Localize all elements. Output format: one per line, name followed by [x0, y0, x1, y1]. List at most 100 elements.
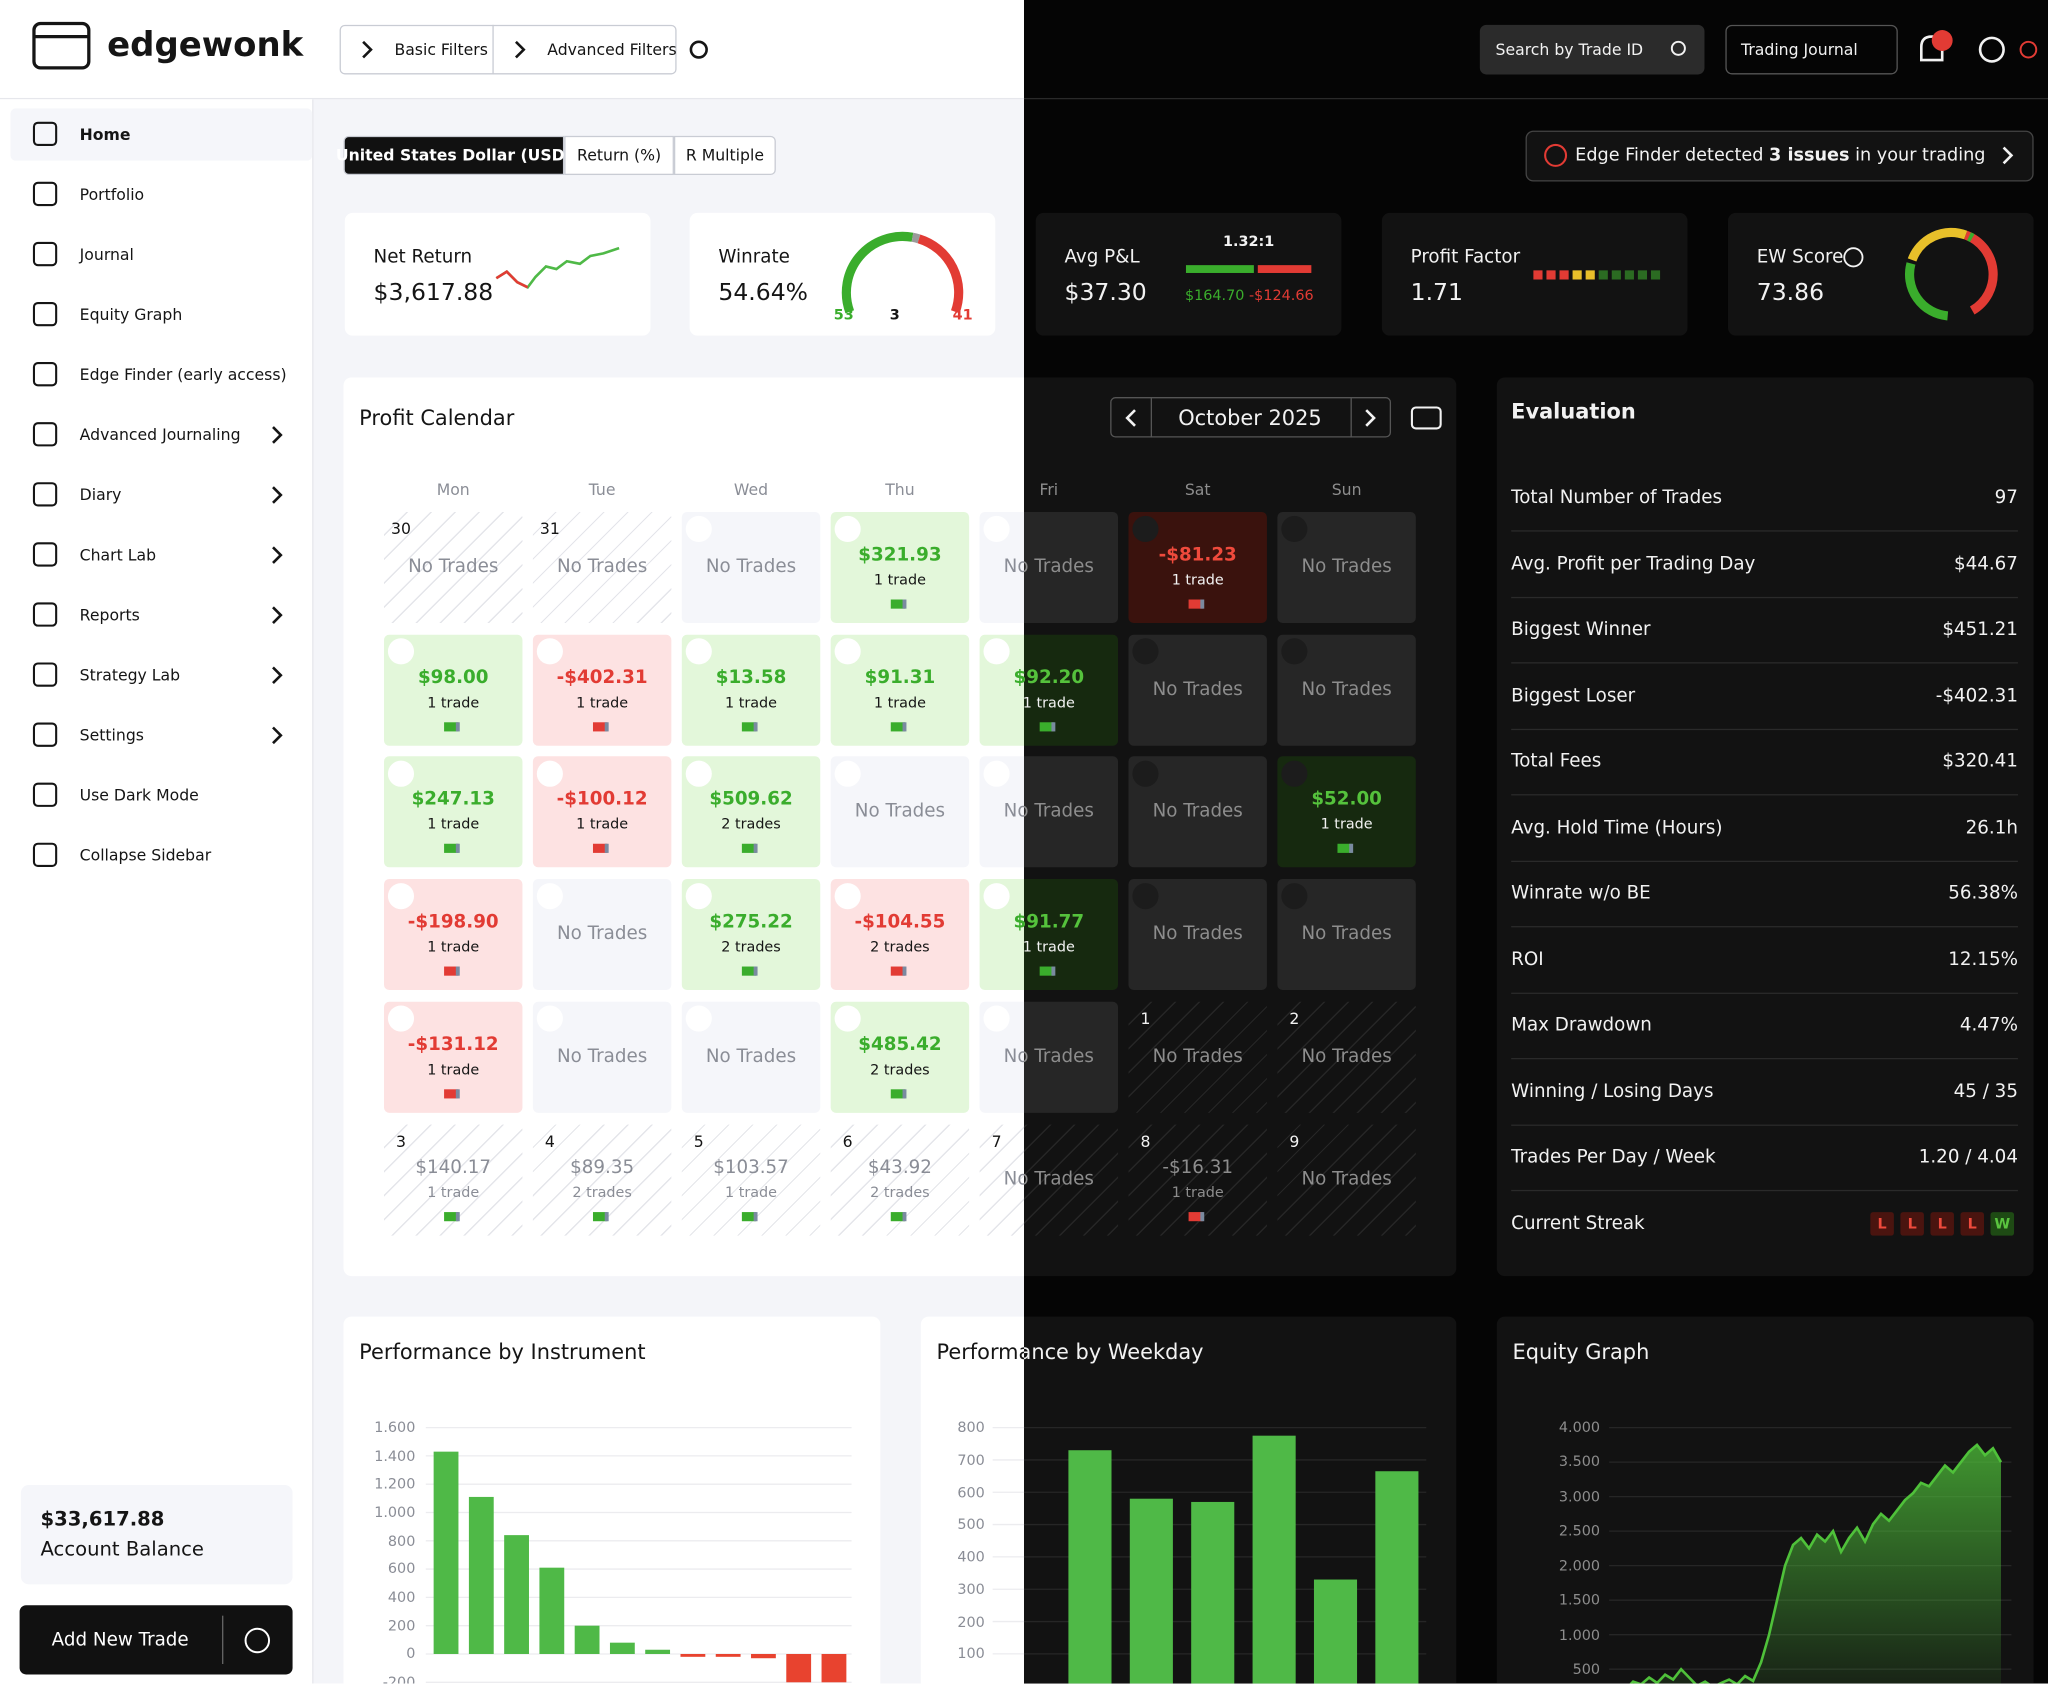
calendar-day[interactable]	[979, 1123, 1024, 1235]
day-number: 31	[539, 519, 560, 539]
no-trades: No Trades	[1152, 801, 1243, 823]
trade-indicator-tail	[1051, 721, 1056, 732]
filter[interactable]: Advanced Filters	[547, 40, 677, 59]
text: in your trading	[1855, 144, 1986, 166]
trade-indicator	[741, 1211, 757, 1221]
nav-item[interactable]: Equity Graph	[79, 305, 183, 324]
streak-item: L	[1937, 1214, 1947, 1232]
nav-item[interactable]: Home	[79, 125, 131, 144]
pf-indicator	[1533, 270, 1543, 280]
day-number: 2	[1289, 1009, 1300, 1028]
bar	[574, 1625, 600, 1654]
add-trade-button[interactable]	[19, 1605, 293, 1675]
alert-text[interactable]: Edge Finder detected 3 issues in your tr…	[1575, 145, 1985, 166]
pf-indicator	[1637, 270, 1648, 280]
nav-item[interactable]: Journal	[79, 245, 134, 264]
tab[interactable]	[564, 135, 674, 176]
bar	[680, 1653, 706, 1657]
journal-name[interactable]: Trading Journal	[1741, 40, 1858, 59]
tab-label[interactable]: Return (%)	[577, 146, 662, 165]
metric-label: Total Fees	[1511, 751, 1602, 772]
y-tick-label: 500	[1572, 1660, 1600, 1678]
no-trades: No Trades	[1152, 923, 1243, 945]
nav-item[interactable]: Use Dark Mode	[79, 786, 199, 805]
logo-icon	[32, 21, 91, 70]
nav-icon	[32, 301, 58, 327]
calendar-day[interactable]	[383, 511, 523, 624]
calendar-day[interactable]	[1277, 1001, 1416, 1113]
alert[interactable]	[1525, 130, 2034, 182]
day-trades: 1 trade	[1023, 939, 1024, 956]
nav-item[interactable]: Settings	[79, 726, 144, 745]
metric-value: 4.47%	[1959, 1014, 2018, 1036]
no-trades: No Trades	[1003, 1045, 1094, 1067]
weekday: Fri	[1039, 480, 1059, 499]
day-pnl: $275.22	[709, 911, 793, 933]
calendar-day[interactable]	[532, 511, 672, 624]
kpi-label: Winrate	[718, 246, 790, 268]
bar	[821, 1653, 847, 1683]
search-placeholder: Search by Trade ID	[1495, 40, 1644, 59]
tab-label[interactable]: R Multiple	[685, 146, 764, 165]
chart-title: Performance by Weekday	[936, 1339, 1204, 1365]
settings-icon	[689, 40, 708, 59]
nav-item[interactable]: Advanced Journaling	[79, 425, 241, 445]
prev-month	[1125, 409, 1136, 427]
badge	[1931, 30, 1953, 51]
score-ring	[1907, 227, 1968, 262]
calendar-day[interactable]	[1023, 511, 1119, 624]
avg-loss: -$124.66	[1248, 286, 1314, 304]
nav-item[interactable]: Portfolio	[79, 185, 145, 204]
metric-value: 1.20 / 4.04	[1918, 1146, 2018, 1168]
calendar-day[interactable]	[1023, 756, 1119, 868]
journal-select[interactable]	[1725, 24, 1898, 75]
day-pnl: $98.00	[417, 667, 489, 688]
tab-label[interactable]: United States Dollar (USD)	[335, 146, 572, 165]
nav-item[interactable]: Reports	[79, 606, 140, 625]
info-icon	[1843, 247, 1864, 268]
metric-label: Winning / Losing Days	[1511, 1080, 1714, 1102]
bar	[504, 1535, 529, 1654]
tab[interactable]	[673, 135, 776, 176]
weekday: Tue	[588, 480, 616, 499]
day-pnl: -$16.31	[1162, 1156, 1234, 1178]
month-nav	[1110, 397, 1392, 438]
metric-value: 97	[1994, 487, 2018, 509]
nav-div	[1150, 397, 1152, 438]
upload-icon	[244, 1627, 271, 1654]
calendar-day[interactable]	[1023, 1123, 1119, 1235]
calendar-day[interactable]	[1277, 1123, 1416, 1235]
tab[interactable]	[343, 135, 565, 176]
trade-indicator	[741, 966, 757, 976]
calendar-title: Profit Calendar	[359, 405, 515, 431]
day-badge	[1132, 638, 1159, 665]
kpi-label: Avg P&L	[1064, 246, 1140, 268]
equity-line	[1629, 1442, 2003, 1684]
nav-item[interactable]: Edge Finder (early access)	[79, 365, 287, 384]
kpi-value: $3,617.88	[373, 278, 494, 307]
search-box[interactable]	[1479, 24, 1705, 75]
day-pnl: -$131.12	[407, 1034, 499, 1056]
day-trades: 2 trades	[870, 1183, 930, 1201]
nav-item[interactable]: Chart Lab	[79, 545, 157, 565]
no-trades: No Trades	[1004, 556, 1024, 577]
trade-indicator	[890, 966, 906, 976]
metric-value: $451.21	[1942, 619, 2018, 640]
filter[interactable]: Basic Filters	[394, 40, 488, 59]
chevron	[272, 426, 283, 444]
calendar-day[interactable]	[1128, 1001, 1267, 1113]
trade-indicator-tail	[455, 721, 460, 732]
day-number: 8	[1140, 1131, 1151, 1151]
evaluation-title: Evaluation	[1511, 399, 1636, 424]
nav-item[interactable]: Diary	[79, 485, 122, 505]
metric-divider	[1511, 1057, 2018, 1060]
metric-divider	[1511, 1189, 2018, 1192]
day-badge	[387, 883, 415, 910]
add-trade[interactable]: Add New Trade	[51, 1630, 189, 1651]
nav-item[interactable]: Strategy Lab	[79, 666, 181, 685]
calendar-day[interactable]	[1023, 1001, 1119, 1113]
nav-item[interactable]: Collapse Sidebar	[79, 846, 212, 865]
no-trades: No Trades	[854, 801, 946, 823]
bar	[1068, 1450, 1112, 1684]
